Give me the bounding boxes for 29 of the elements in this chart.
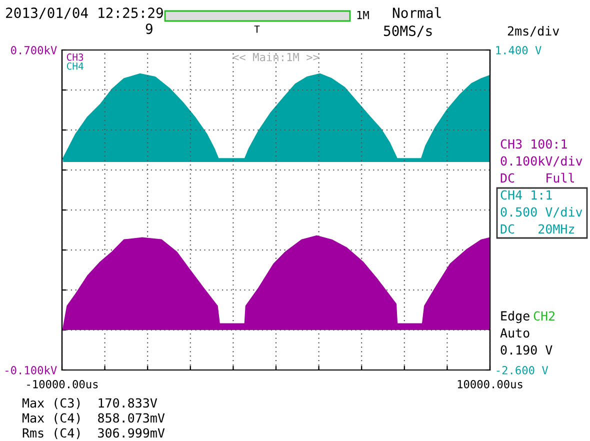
- text: CH3: [66, 53, 84, 61]
- y-tick-label: -0.100kV: [6, 366, 57, 374]
- text: 2013/01/04 12:25:29: [6, 8, 163, 20]
- text: Max (C4) 858.073mV: [22, 413, 165, 424]
- text: DC 20MHz: [500, 224, 574, 234]
- text: Rms (C4) 306.999mV: [22, 428, 165, 440]
- text: 9: [146, 24, 152, 34]
- text: 0.100kV/div: [500, 156, 582, 167]
- text: 0.190 V: [500, 345, 552, 355]
- x-tick-label: -10000.00us: [27, 380, 98, 388]
- text: Normal: [392, 7, 441, 18]
- text: Edge: [501, 310, 530, 324]
- text: 0.500 V/div: [500, 206, 582, 218]
- text: Auto: [500, 328, 530, 338]
- text: CH3 100:1: [500, 139, 567, 149]
- y-tick-label: 0.700kV: [11, 46, 57, 54]
- y2-tick-label: -2.600 V: [496, 366, 548, 374]
- text: DC Full: [500, 172, 574, 183]
- text: 50MS/s: [384, 26, 432, 38]
- text: 2ms/div: [508, 26, 560, 37]
- text: CH2: [534, 311, 555, 321]
- y2-tick-label: 1.400 V: [496, 46, 542, 54]
- text: T: [254, 26, 260, 33]
- text: Max (C3) 170.833V: [22, 398, 158, 410]
- text: 1M: [357, 10, 369, 20]
- text: CH4 1:1: [500, 190, 552, 200]
- annotation: << Main:1M >>: [232, 52, 320, 62]
- x-tick-label: 10000.00us: [458, 380, 522, 388]
- text: CH4: [66, 62, 84, 70]
